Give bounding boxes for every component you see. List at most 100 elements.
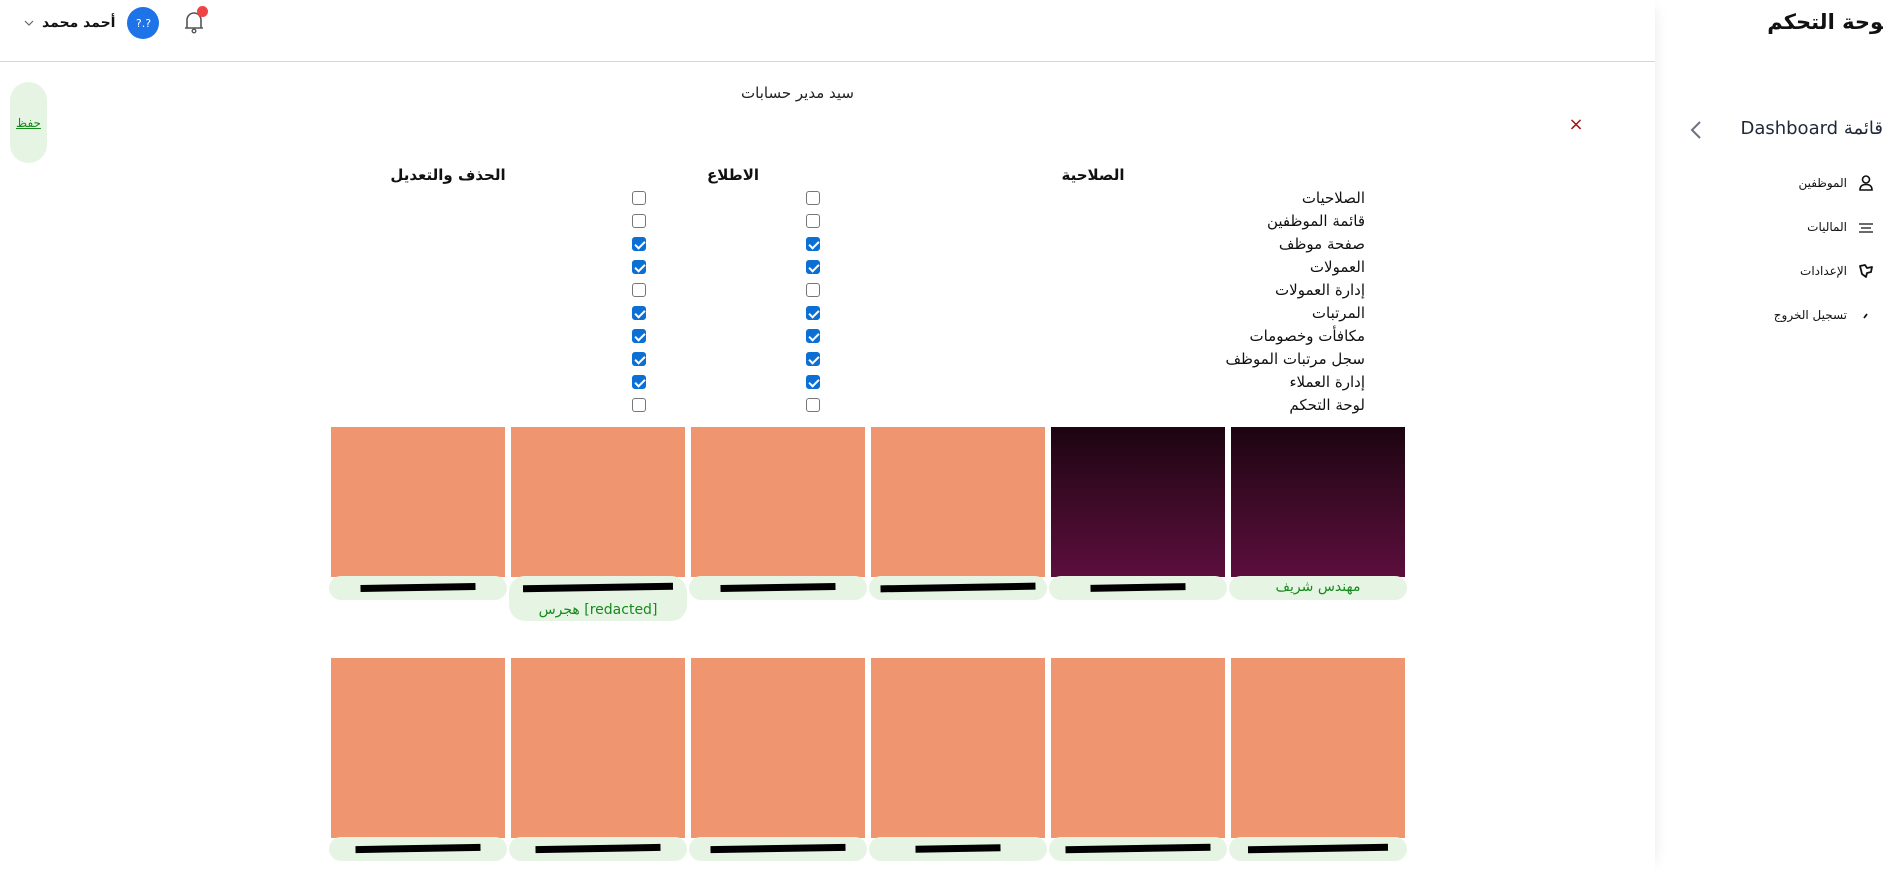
permission-label: صفحة موظف [1278, 235, 1365, 253]
sidebar-item-label: الإعدادات [1800, 264, 1847, 278]
notification-button[interactable] [182, 6, 208, 34]
view-checkbox[interactable] [806, 375, 820, 389]
employee-name: [redacted] [329, 576, 507, 600]
employee-photo [691, 427, 865, 577]
sidebar-item-label: الماليات [1807, 220, 1847, 234]
edit-checkbox[interactable] [632, 352, 646, 366]
edit-checkbox[interactable] [632, 214, 646, 228]
menu-title: قائمة Dashboard [1740, 118, 1883, 139]
employee-card[interactable]: [redacted] [1229, 658, 1407, 861]
column-header-edit-delete: الحذف والتعديل [390, 166, 506, 184]
edit-checkbox[interactable] [632, 306, 646, 320]
edit-checkbox[interactable] [632, 237, 646, 251]
view-checkbox[interactable] [806, 329, 820, 343]
chevron-left-icon[interactable] [1689, 118, 1703, 142]
employee-card[interactable]: مهندس شريف [1229, 427, 1407, 621]
employee-card[interactable]: [redacted] [329, 658, 507, 861]
settings-icon [1859, 264, 1873, 278]
permission-row: الصلاحيات [600, 187, 1365, 210]
employee-name: [redacted] [869, 576, 1047, 600]
edit-checkbox[interactable] [632, 283, 646, 297]
permission-label: سجل مرتبات الموظف [1225, 350, 1365, 368]
employee-card[interactable]: [redacted] [509, 658, 687, 861]
sidebar-item-label: تسجيل الخروج [1773, 308, 1847, 322]
employee-photo [511, 658, 685, 838]
employee-card[interactable]: [redacted] [689, 658, 867, 861]
employee-name: [redacted] [509, 837, 687, 861]
column-header-permission: الصلاحية [1061, 166, 1125, 184]
column-header-view: الاطلاع [706, 166, 760, 184]
employee-card[interactable]: [redacted] [1049, 658, 1227, 861]
permission-row: إدارة العمولات [600, 279, 1365, 302]
user-icon [1859, 175, 1873, 191]
employee-photo [1231, 427, 1405, 577]
permission-label: لوحة التحكم [1289, 396, 1365, 414]
employee-photo [331, 427, 505, 577]
user-menu[interactable]: أحمد محمد ?.? [24, 7, 160, 39]
notification-badge [197, 6, 208, 17]
permission-row: المرتبات [600, 302, 1365, 325]
permission-row: مكافأت وخصومات [600, 325, 1365, 348]
employee-photo [1051, 658, 1225, 838]
employee-name: [redacted] [869, 837, 1047, 861]
save-button[interactable]: حفظ [10, 82, 47, 163]
sidebar-item-settings[interactable]: الإعدادات [1800, 262, 1875, 280]
sidebar-item-employees[interactable]: الموظفين [1798, 174, 1875, 192]
employee-name: [redacted] هجرس [509, 576, 687, 621]
role-title: سيد مدير حسابات [741, 84, 854, 102]
main-panel: أحمد محمد ?.? حفظ سيد مدير حسابات × الصل… [0, 0, 1655, 870]
bell-icon [185, 12, 203, 34]
employee-photo [871, 427, 1045, 577]
permission-label: الصلاحيات [1301, 189, 1365, 207]
employee-card[interactable]: مهندس [redacted] [1049, 427, 1227, 621]
employee-card[interactable]: [redacted] [869, 427, 1047, 621]
employee-photo [511, 427, 685, 577]
employee-card[interactable]: [redacted] [329, 427, 507, 621]
view-checkbox[interactable] [806, 214, 820, 228]
permission-row: لوحة التحكم [600, 394, 1365, 417]
view-checkbox[interactable] [806, 398, 820, 412]
edit-checkbox[interactable] [632, 329, 646, 343]
employee-name: [redacted] [1049, 837, 1227, 861]
user-name: أحمد محمد [42, 15, 116, 31]
sidebar: لوحة التحكم قائمة Dashboard الموظفين الم… [1655, 0, 1883, 870]
view-checkbox[interactable] [806, 306, 820, 320]
finance-icon [1859, 223, 1873, 233]
employee-card[interactable]: [redacted] [689, 427, 867, 621]
top-bar: أحمد محمد ?.? [0, 0, 1655, 62]
view-checkbox[interactable] [806, 352, 820, 366]
edit-checkbox[interactable] [632, 375, 646, 389]
logout-icon [1863, 313, 1868, 319]
app-title: لوحة التحكم [1767, 10, 1883, 34]
permission-label: مكافأت وخصومات [1249, 327, 1365, 345]
permission-row: صفحة موظف [600, 233, 1365, 256]
permission-label: العمولات [1309, 258, 1365, 276]
close-icon[interactable]: × [1568, 114, 1584, 135]
permission-row: سجل مرتبات الموظف [600, 348, 1365, 371]
sidebar-item-logout[interactable]: تسجيل الخروج [1774, 306, 1875, 324]
employee-name: مهندس [redacted] [1049, 576, 1227, 600]
employee-photo [1231, 658, 1405, 838]
employee-name: [redacted] [1229, 837, 1407, 861]
employee-card[interactable]: [redacted] هجرس [509, 427, 687, 621]
employee-card[interactable]: [redacted] [869, 658, 1047, 861]
sidebar-item-finance[interactable]: الماليات [1807, 218, 1875, 236]
employee-grid-row-2: [redacted] [redacted] [redacted] [redact… [329, 658, 1409, 861]
chevron-down-icon [24, 20, 34, 26]
employee-photo [1051, 427, 1225, 577]
permission-label: قائمة الموظفين [1266, 212, 1365, 230]
permission-label: إدارة العملاء [1289, 373, 1365, 391]
permission-label: المرتبات [1311, 304, 1365, 322]
avatar[interactable]: ?.? [127, 7, 160, 39]
employee-photo [691, 658, 865, 838]
employee-name: [redacted] [329, 837, 507, 861]
view-checkbox[interactable] [806, 283, 820, 297]
edit-checkbox[interactable] [632, 191, 646, 205]
employee-name: [redacted] [689, 837, 867, 861]
view-checkbox[interactable] [806, 237, 820, 251]
permission-row: إدارة العملاء [600, 371, 1365, 394]
view-checkbox[interactable] [806, 191, 820, 205]
view-checkbox[interactable] [806, 260, 820, 274]
edit-checkbox[interactable] [632, 398, 646, 412]
edit-checkbox[interactable] [632, 260, 646, 274]
